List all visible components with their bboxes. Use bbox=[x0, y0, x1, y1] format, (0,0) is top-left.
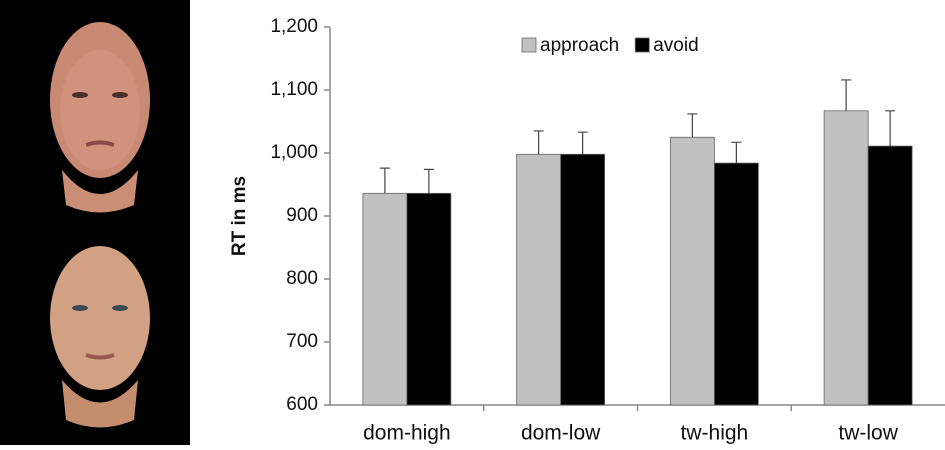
error-bar bbox=[379, 167, 390, 194]
error-bar bbox=[731, 141, 742, 164]
x-tick-label: tw-low bbox=[838, 422, 898, 445]
legend-swatch bbox=[634, 37, 650, 53]
error-bar bbox=[577, 131, 588, 155]
y-tick-label: 700 bbox=[286, 331, 318, 352]
bar bbox=[713, 162, 759, 406]
face-neck bbox=[62, 170, 138, 213]
face-bottom bbox=[50, 246, 150, 390]
x-tick-label: dom-high bbox=[363, 422, 451, 445]
error-bar bbox=[533, 130, 544, 155]
face-neck bbox=[62, 380, 138, 428]
legend-swatch bbox=[521, 37, 537, 53]
mouth bbox=[85, 353, 115, 360]
mouth bbox=[85, 140, 115, 147]
y-tick-label: 1,000 bbox=[270, 142, 318, 163]
y-tick-label: 1,100 bbox=[270, 79, 318, 100]
face-shade bbox=[60, 50, 140, 170]
bar bbox=[867, 145, 913, 406]
bar bbox=[362, 192, 408, 406]
eye bbox=[112, 92, 128, 98]
legend-label: avoid bbox=[653, 35, 698, 56]
y-tick-label: 1,200 bbox=[270, 16, 318, 37]
y-axis-label: RT in ms bbox=[229, 176, 250, 256]
y-tick-label: 600 bbox=[286, 394, 318, 415]
bar bbox=[516, 153, 562, 406]
y-tick-label: 900 bbox=[286, 205, 318, 226]
error-bar bbox=[687, 113, 698, 138]
error-bar bbox=[841, 79, 852, 111]
bar bbox=[823, 110, 869, 406]
y-tick-label: 800 bbox=[286, 268, 318, 289]
bar bbox=[669, 136, 715, 406]
eye bbox=[72, 305, 88, 311]
face-panel bbox=[0, 0, 190, 445]
x-tick-label: dom-low bbox=[521, 422, 601, 445]
error-bar bbox=[885, 110, 896, 147]
legend-label: approach bbox=[540, 35, 619, 56]
eye bbox=[72, 92, 88, 98]
bar bbox=[406, 192, 452, 406]
bar bbox=[560, 153, 606, 406]
eye bbox=[112, 305, 128, 311]
x-tick-label: tw-high bbox=[681, 422, 749, 445]
error-bar bbox=[423, 168, 434, 194]
